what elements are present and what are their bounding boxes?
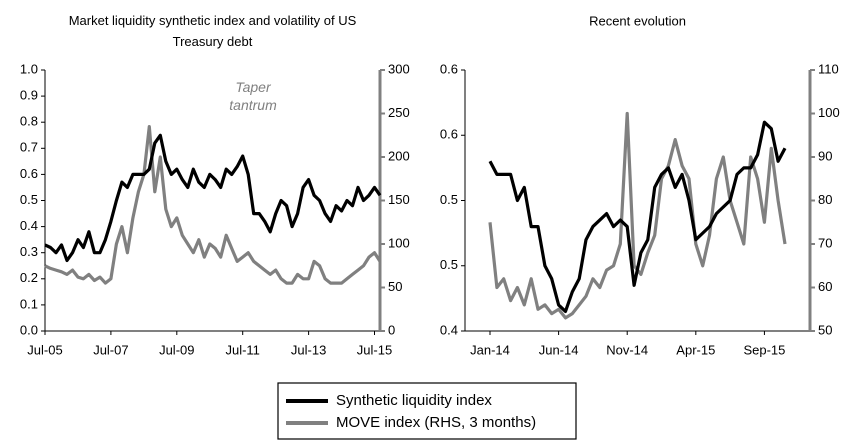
y2-tick-label: 80: [818, 192, 832, 207]
y-tick-label: 0.3: [20, 244, 38, 259]
x-tick-label: Jan-14: [470, 342, 510, 357]
x-tick-label: Nov-14: [606, 342, 648, 357]
y2-tick-label: 90: [818, 148, 832, 163]
y-tick-label: 0.6: [440, 61, 458, 76]
x-tick-label: Jul-09: [159, 342, 194, 357]
y-tick-label: 0.2: [20, 270, 38, 285]
y2-tick-label: 200: [388, 148, 410, 163]
y-tick-label: 0.7: [20, 140, 38, 155]
y-tick-label: 0.4: [440, 322, 458, 337]
series-line: [44, 125, 382, 285]
y2-tick-label: 50: [818, 322, 832, 337]
x-tick-label: Jul-05: [27, 342, 62, 357]
y2-tick-label: 250: [388, 105, 410, 120]
y-tick-label: 0.6: [440, 127, 458, 142]
y2-tick-label: 50: [388, 279, 402, 294]
legend-box: [277, 382, 577, 440]
series-line: [488, 111, 787, 320]
legend-label: MOVE index (RHS, 3 months): [336, 414, 536, 431]
x-tick-label: Jul-07: [93, 342, 128, 357]
x-tick-label: Apr-15: [676, 342, 715, 357]
y-tick-label: 0.5: [440, 257, 458, 272]
y2-tick-label: 100: [388, 235, 410, 250]
x-tick-label: Jun-14: [539, 342, 579, 357]
y2-tick-label: 110: [818, 61, 839, 76]
y-tick-label: 0.8: [20, 114, 38, 129]
series-line: [44, 133, 382, 263]
y-tick-label: 0.9: [20, 88, 38, 103]
y-tick-label: 0.5: [440, 192, 458, 207]
y2-tick-label: 0: [388, 322, 395, 337]
x-tick-label: Sep-15: [743, 342, 785, 357]
y2-tick-label: 300: [388, 61, 410, 76]
y-tick-label: 0.4: [20, 218, 38, 233]
y2-tick-label: 150: [388, 192, 410, 207]
legend-label: Synthetic liquidity index: [336, 392, 492, 409]
y-tick-label: 0.0: [20, 322, 38, 337]
x-tick-label: Jul-15: [357, 342, 392, 357]
y-tick-label: 1.0: [20, 61, 38, 76]
chart-title: Recent evolution: [589, 13, 686, 28]
y-tick-label: 0.5: [20, 192, 38, 207]
y2-tick-label: 100: [818, 105, 840, 120]
y-tick-label: 0.1: [20, 296, 38, 311]
chart-title: Market liquidity synthetic index and vol…: [69, 13, 357, 49]
x-tick-label: Jul-13: [291, 342, 326, 357]
series-line: [488, 120, 787, 313]
y2-tick-label: 70: [818, 235, 832, 250]
annotation: Taper tantrum: [229, 79, 277, 113]
y2-tick-label: 60: [818, 279, 832, 294]
y-tick-label: 0.6: [20, 166, 38, 181]
x-tick-label: Jul-11: [225, 342, 259, 357]
